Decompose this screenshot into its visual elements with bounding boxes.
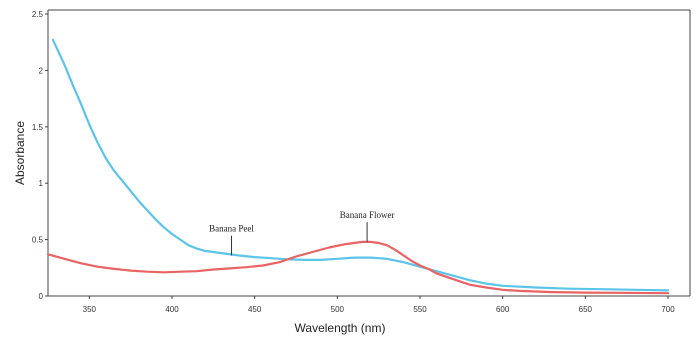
x-tick-label: 450 <box>248 305 262 314</box>
x-tick-label: 700 <box>661 305 675 314</box>
plot-frame <box>47 9 691 297</box>
annotation-layer: Banana Peel Banana Flower <box>209 210 395 256</box>
x-tick-label: 550 <box>413 305 427 314</box>
x-tick-label: 600 <box>496 305 510 314</box>
y-tick-label: 2 <box>39 66 44 75</box>
series-layer <box>46 38 670 295</box>
x-axis-title: Wavelength (nm) <box>295 321 386 335</box>
y-axis-title: Absorbance <box>13 121 27 185</box>
y-axis-ticks: 0 0.5 1 1.5 2 2.5 <box>32 10 48 301</box>
series-line-banana-peel <box>51 38 670 292</box>
y-tick-label: 1.5 <box>32 123 44 132</box>
annotation-label: Banana Peel <box>209 224 254 234</box>
annotation-label: Banana Flower <box>340 210 395 220</box>
y-tick-label: 0 <box>39 292 44 301</box>
series-line-banana-flower <box>46 240 670 295</box>
y-tick-label: 2.5 <box>32 10 44 19</box>
y-tick-label: 0.5 <box>32 236 44 245</box>
x-axis-ticks: 350 400 450 500 550 600 650 700 <box>83 296 675 314</box>
x-tick-label: 500 <box>331 305 345 314</box>
x-tick-label: 400 <box>165 305 179 314</box>
x-tick-label: 350 <box>83 305 97 314</box>
y-tick-label: 1 <box>39 179 44 188</box>
x-tick-label: 650 <box>579 305 593 314</box>
